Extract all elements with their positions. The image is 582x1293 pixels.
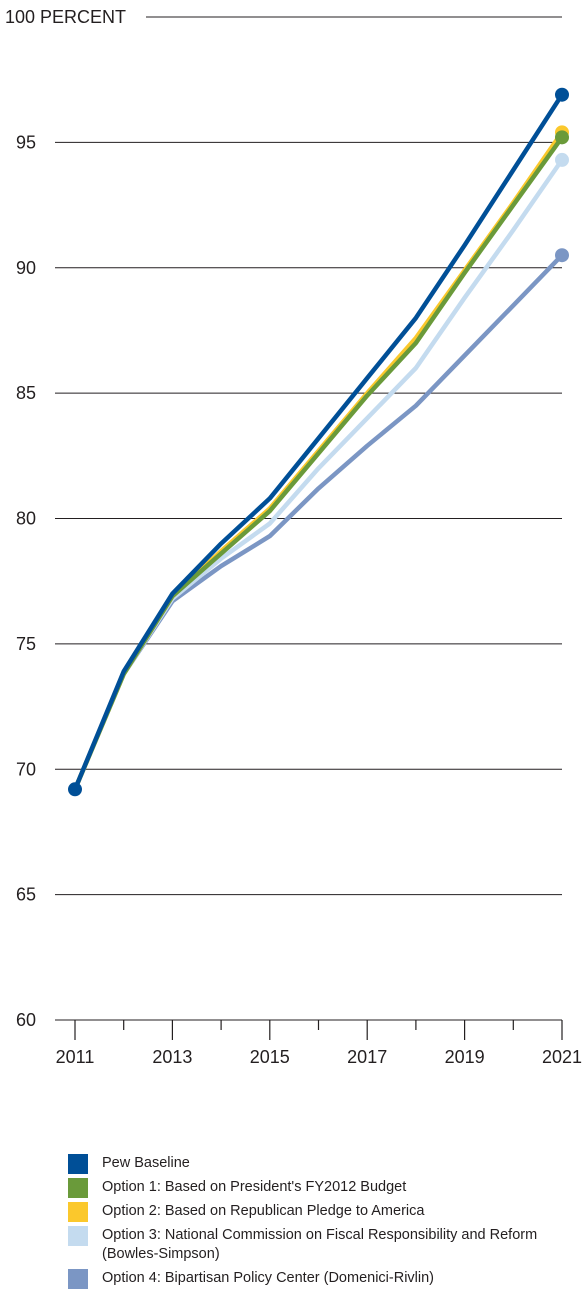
x-tick-label: 2011 — [56, 1047, 95, 1067]
legend-label: Option 4: Bipartisan Policy Center (Dome… — [102, 1270, 435, 1286]
legend-item-option-1: Option 1: Based on President's FY2012 Bu… — [68, 1178, 568, 1198]
series-end-marker — [555, 152, 569, 167]
y-tick-label: 80 — [16, 509, 36, 529]
series-end-marker — [555, 248, 569, 263]
y-tick-label: 60 — [16, 1010, 36, 1030]
legend-label: Option 1: Based on President's FY2012 Bu… — [102, 1179, 407, 1195]
y-tick-label: 90 — [16, 258, 36, 278]
series-line — [72, 92, 565, 792]
x-tick-label: 2015 — [250, 1047, 290, 1067]
series-start-marker — [68, 782, 82, 797]
line-chart: 100 PERCENT 95 90 85 80 75 70 65 60 2011 2013 2015 2… — [5, 7, 582, 1067]
legend-label: Option 3: National Commission on Fiscal … — [102, 1227, 538, 1262]
legend-item-pew-baseline: Pew Baseline — [68, 1154, 568, 1174]
legend-item-option-3: Option 3: National Commission on Fiscal … — [68, 1226, 568, 1264]
series-line — [72, 157, 565, 792]
x-tick-label: 2021 — [542, 1047, 582, 1067]
series-line — [72, 130, 565, 792]
series-end-marker — [555, 130, 569, 145]
legend-swatch — [68, 1178, 88, 1198]
series-line — [72, 252, 565, 792]
y-tick-label: 65 — [16, 885, 36, 905]
legend: Pew Baseline Option 1: Based on Presiden… — [68, 1154, 568, 1293]
y-tick-label: 75 — [16, 634, 36, 654]
x-tick-label: 2019 — [445, 1047, 485, 1067]
legend-label: Option 2: Based on Republican Pledge to … — [102, 1203, 425, 1219]
legend-swatch — [68, 1269, 88, 1289]
series-line — [72, 135, 565, 792]
x-tick-label: 2013 — [152, 1047, 192, 1067]
series-end-marker — [555, 87, 569, 102]
y-tick-label: 95 — [16, 132, 36, 152]
legend-item-option-4: Option 4: Bipartisan Policy Center (Dome… — [68, 1269, 568, 1289]
x-tick-label: 2017 — [347, 1047, 387, 1067]
legend-swatch — [68, 1202, 88, 1222]
legend-item-option-2: Option 2: Based on Republican Pledge to … — [68, 1202, 568, 1222]
y-tick-label: 85 — [16, 383, 36, 403]
y-tick-label: 100 PERCENT — [5, 7, 126, 27]
y-tick-label: 70 — [16, 759, 36, 779]
legend-label: Pew Baseline — [102, 1155, 190, 1171]
legend-swatch — [68, 1226, 88, 1246]
legend-swatch — [68, 1154, 88, 1174]
